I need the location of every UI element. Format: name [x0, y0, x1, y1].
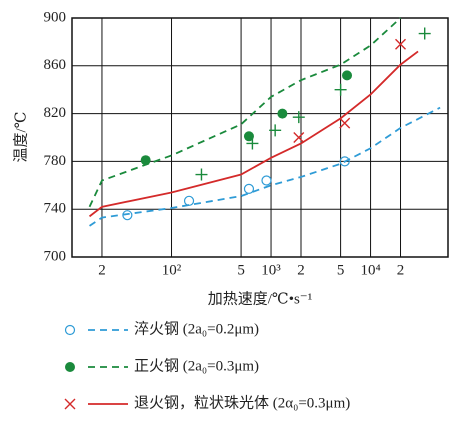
series-line [89, 106, 441, 227]
data-point [339, 117, 351, 129]
data-point [277, 108, 288, 119]
data-point [243, 131, 254, 142]
data-point [293, 132, 305, 143]
y-tick-label: 900 [44, 9, 67, 25]
x-tick-label: 10³ [261, 262, 281, 278]
data-point [292, 111, 305, 124]
x-axis-label: 加热速度/℃•s⁻¹ [208, 290, 312, 307]
data-point [122, 210, 133, 221]
data-point [243, 183, 255, 194]
series-line [88, 17, 402, 208]
data-point [140, 155, 151, 166]
x-tick-label: 10² [162, 262, 182, 278]
legend-marker [65, 362, 75, 372]
data-point [183, 195, 195, 206]
data-point [418, 27, 431, 40]
y-tick-label: 700 [44, 248, 67, 264]
plot-frame [71, 17, 449, 258]
data-point [342, 70, 353, 81]
y-tick-label: 780 [44, 153, 67, 169]
legend-marker [64, 324, 76, 336]
x-tick-label: 2 [98, 262, 106, 278]
legend-marker [64, 398, 76, 410]
y-axis-label: 温度/℃ [12, 112, 29, 163]
data-point [339, 156, 350, 167]
x-tick-label: 5 [237, 262, 245, 278]
x-tick-label: 10⁴ [360, 262, 380, 278]
data-point [261, 175, 272, 186]
y-tick-label: 820 [44, 105, 67, 121]
data-point [395, 38, 407, 50]
series-line [88, 50, 419, 218]
x-tick-label: 2 [297, 262, 305, 278]
x-tick-label: 2 [397, 262, 405, 278]
legend-label: 正火钢 (2a₀=0.3μm) [134, 357, 259, 374]
legend-label: 退火钢，粒状珠光体 (2α₀=0.3μm) [134, 394, 350, 411]
data-point [246, 137, 259, 150]
y-tick-label: 860 [44, 57, 67, 73]
x-tick-label: 5 [337, 262, 345, 278]
data-point [334, 83, 347, 96]
legend-label: 淬火钢 (2a₀=0.2μm) [134, 320, 259, 337]
y-tick-label: 740 [44, 201, 67, 217]
data-point [195, 168, 208, 181]
data-point [269, 124, 282, 137]
